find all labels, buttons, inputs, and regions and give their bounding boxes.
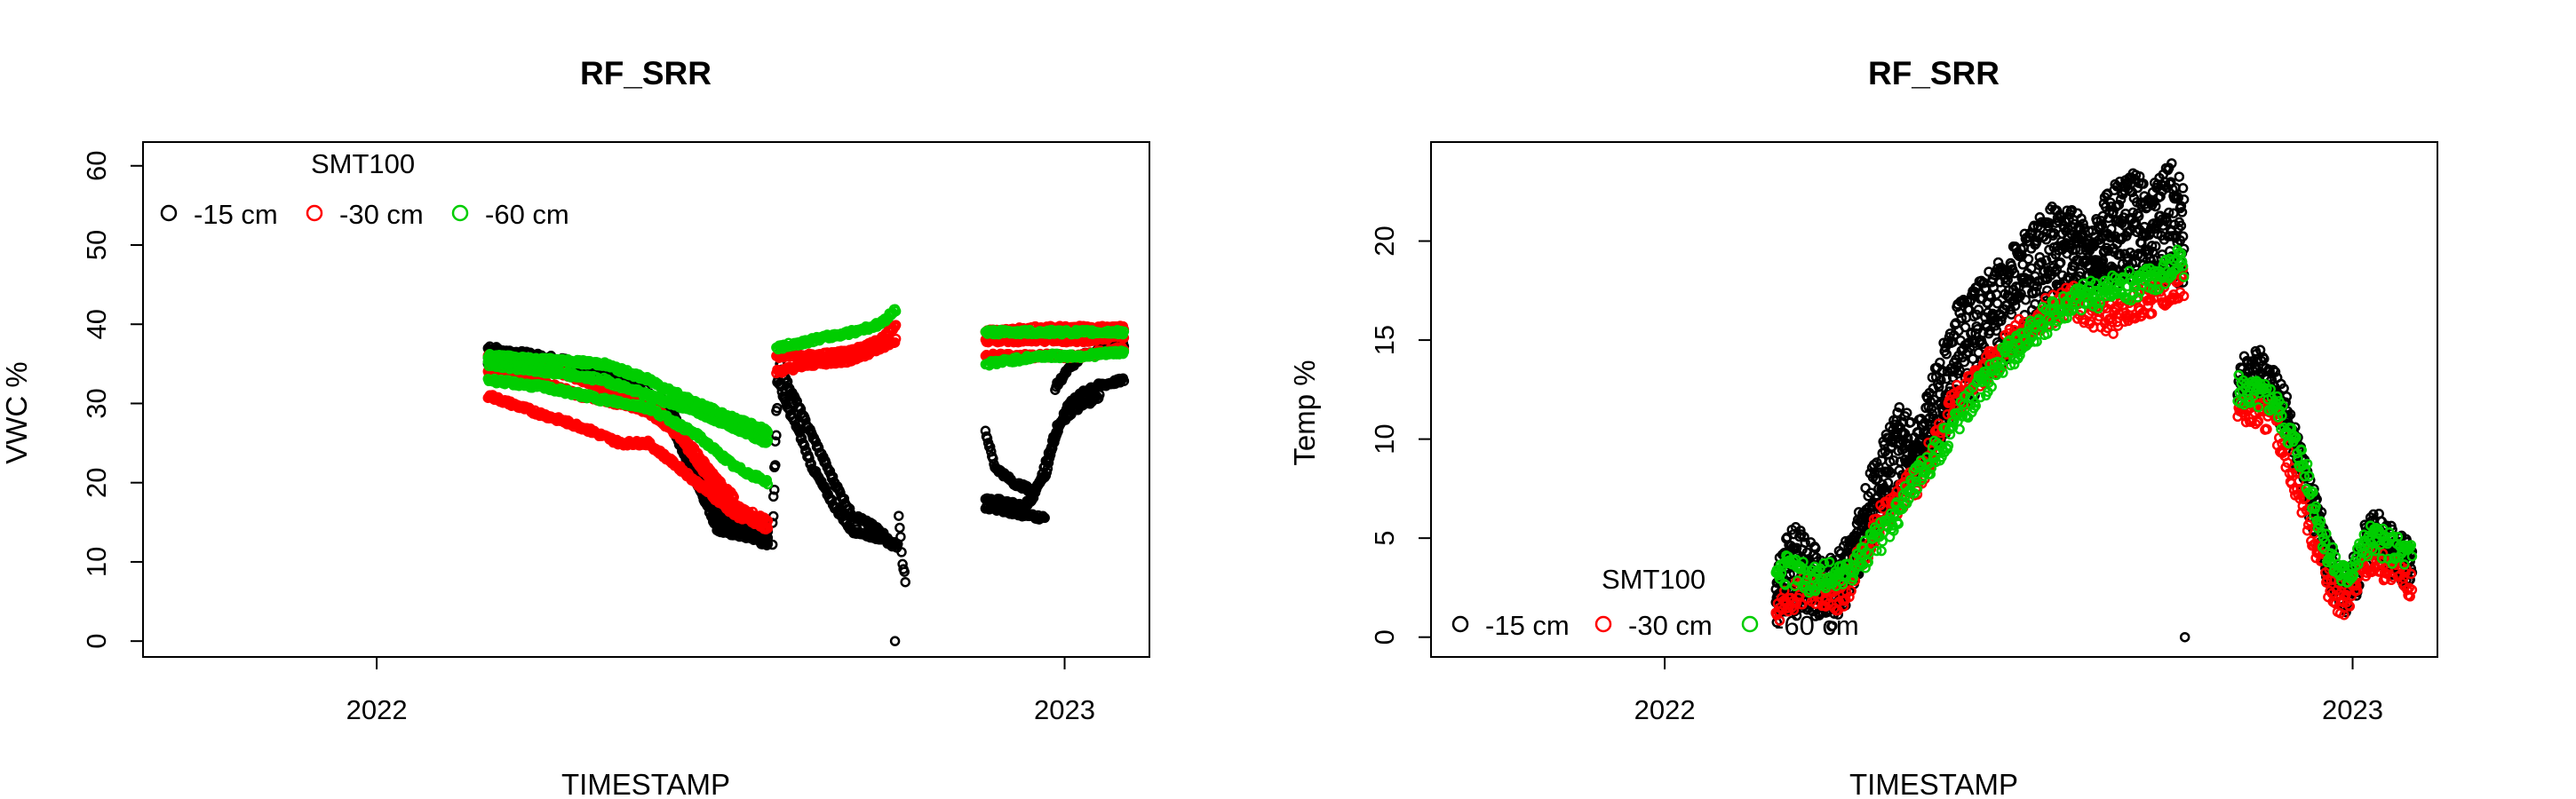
data-point: [2020, 294, 2031, 305]
data-point: [2163, 207, 2174, 218]
data-point: [1118, 346, 1130, 357]
data-point: [1800, 537, 1810, 549]
data-point: [762, 515, 774, 526]
x-axis-label: TIMESTAMP: [1849, 768, 2018, 799]
data-point: [1118, 376, 1130, 386]
data-point: [2055, 257, 2066, 268]
chart-title: RF_SRR: [1868, 55, 2000, 91]
y-axis-label: VWC %: [0, 361, 33, 464]
data-point: [984, 441, 996, 453]
temp-chart-panel: RF_SRR TIMESTAMP Temp % 0 5 10 15 20 2022 2023…: [1288, 0, 2576, 799]
data-point: [895, 531, 906, 542]
data-point: [2177, 231, 2189, 242]
x-tick-label: 2023: [1034, 694, 1095, 725]
legend: SMT100 -15 cm -30 cm -60 cm: [160, 148, 569, 230]
x-axis-label: TIMESTAMP: [561, 768, 730, 799]
data-point: [2075, 244, 2086, 255]
data-point: [2175, 220, 2187, 232]
data-point: [890, 305, 902, 317]
data-point: [894, 510, 904, 521]
y-tick-label: 0: [81, 634, 112, 649]
data-point: [794, 427, 806, 439]
data-point: [1028, 493, 1039, 503]
data-point: [894, 522, 905, 534]
data-point: [1039, 512, 1050, 524]
legend-title: SMT100: [311, 148, 415, 179]
chart-title: RF_SRR: [580, 55, 712, 91]
data-point: [1046, 441, 1057, 453]
y-tick-label: 30: [81, 388, 112, 418]
data-point: [767, 491, 779, 502]
data-point: [900, 576, 910, 588]
data-point: [1791, 542, 1802, 554]
data-point: [775, 381, 786, 392]
data-point: [821, 484, 831, 494]
data-point: [804, 453, 815, 463]
y-tick-label: 20: [81, 467, 112, 497]
data-point: [2031, 287, 2041, 297]
x-tick-label: 2022: [346, 694, 408, 725]
data-point: [1810, 542, 1821, 554]
y-axis-label: Temp %: [1288, 360, 1321, 465]
data-point: [799, 440, 810, 451]
legend-marker-15cm: [160, 204, 178, 222]
y-tick-label: 60: [81, 151, 112, 181]
data-point: [2006, 309, 2017, 320]
data-point: [770, 460, 781, 471]
data-point: [890, 333, 902, 344]
y-tick-label: 10: [81, 547, 112, 577]
data-point: [2031, 281, 2042, 292]
data-point: [1094, 389, 1105, 400]
plot-frame: [142, 141, 1150, 658]
data-point: [762, 479, 774, 490]
data-point: [2133, 210, 2144, 222]
data-point: [896, 547, 907, 558]
data-point: [767, 539, 778, 550]
legend-marker-30cm: [306, 204, 323, 222]
data-point: [728, 492, 739, 502]
data-point: [1888, 455, 1899, 466]
y-tick-label: 50: [81, 230, 112, 260]
data-point: [771, 430, 782, 441]
legend-label-60cm: -60 cm: [485, 199, 569, 230]
legend-label-30cm: -30 cm: [339, 199, 424, 230]
data-point: [1799, 531, 1809, 542]
data-point: [1984, 325, 1995, 336]
data-point: [1794, 531, 1805, 542]
data-point: [988, 453, 998, 464]
data-point: [889, 636, 901, 646]
data-point: [772, 402, 783, 414]
vwc-chart-panel: RF_SRR TIMESTAMP VWC % 0 10 20 30 40 50 60 2022…: [0, 55, 1150, 799]
data-point: [899, 566, 910, 577]
y-tick-label: 40: [81, 309, 112, 339]
data-point: [762, 427, 774, 438]
data-point: [761, 475, 773, 486]
data-point: [1118, 326, 1130, 337]
legend-label-15cm: -15 cm: [194, 199, 278, 230]
vwc-chart: RF_SRR TIMESTAMP VWC % 0 10 20 30 40 50 60 2022…: [0, 55, 1150, 799]
legend-marker-60cm: [451, 204, 469, 222]
data-point: [769, 484, 780, 495]
data-point: [1991, 325, 2002, 336]
data-point: [890, 320, 902, 330]
data-point: [1036, 474, 1046, 485]
data-point: [2040, 255, 2052, 265]
data-point: [827, 471, 839, 482]
